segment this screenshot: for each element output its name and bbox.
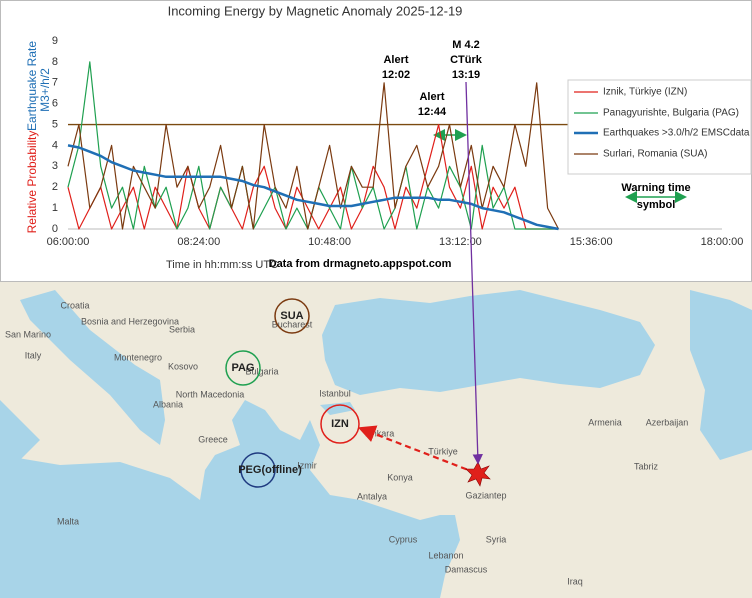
y-tick-label: 0 bbox=[52, 223, 58, 235]
station-circle bbox=[225, 350, 261, 386]
place-label: Konya bbox=[387, 472, 413, 482]
place-label: Serbia bbox=[169, 324, 195, 334]
x-tick-label: 18:00:00 bbox=[701, 236, 744, 248]
y-tick-label: 1 bbox=[52, 202, 58, 214]
place-label: Iraq bbox=[567, 576, 583, 586]
series-line bbox=[67, 124, 559, 230]
place-label: Bulgaria bbox=[245, 366, 278, 376]
x-axis-title: Time in hh:mm:ss UTC bbox=[166, 259, 278, 271]
annotation: Alert bbox=[383, 54, 408, 66]
annotation: 12:44 bbox=[418, 106, 447, 118]
black-sea bbox=[322, 290, 655, 395]
adriatic-sea bbox=[20, 290, 165, 445]
series-line bbox=[67, 82, 560, 230]
place-label: Antalya bbox=[357, 491, 387, 501]
legend-label: Panagyurishte, Bulgaria (PAG) bbox=[603, 108, 739, 119]
tyrrhenian-sea bbox=[0, 400, 40, 470]
y-tick-label: 7 bbox=[52, 77, 58, 89]
x-tick-label: 10:48:00 bbox=[308, 236, 351, 248]
place-label: Azerbaijan bbox=[646, 417, 689, 427]
station-label: PAG bbox=[231, 362, 254, 374]
place-label: Ankara bbox=[366, 428, 395, 438]
annotation: M 4.2 bbox=[452, 39, 480, 51]
y-tick-label: 9 bbox=[52, 35, 58, 47]
annotation: Warning time bbox=[621, 182, 690, 194]
place-label: Italy bbox=[25, 350, 42, 360]
place-label: Armenia bbox=[588, 417, 622, 427]
station-label: SUA bbox=[280, 310, 303, 322]
y-tick-label: 4 bbox=[52, 139, 58, 151]
chart: Incoming Energy by Magnetic Anomaly 2025… bbox=[25, 3, 752, 271]
x-tick-label: 15:36:00 bbox=[570, 236, 613, 248]
marmara-sea bbox=[320, 402, 355, 415]
event-arrow bbox=[465, 81, 483, 465]
place-label: Bucharest bbox=[272, 319, 313, 329]
place-label: Kosovo bbox=[168, 361, 198, 371]
place-label: Bosnia and Herzegovina bbox=[81, 316, 179, 326]
y-axis-title: Earthquake Rate bbox=[25, 41, 39, 131]
caspian-sea bbox=[690, 290, 752, 460]
annotation: Alert bbox=[419, 91, 444, 103]
place-label: Greece bbox=[198, 434, 228, 444]
y-tick-label: 2 bbox=[52, 181, 58, 193]
epicenter-star bbox=[465, 461, 491, 487]
source-note: Data from drmagneto.appspot.com bbox=[269, 258, 452, 270]
place-label: Istanbul bbox=[319, 388, 351, 398]
place-label: Croatia bbox=[60, 300, 89, 310]
mediterranean-sea bbox=[0, 400, 460, 598]
place-label: Malta bbox=[57, 516, 79, 526]
station-label: PEG(offline) bbox=[238, 464, 302, 476]
x-tick-label: 06:00:00 bbox=[47, 236, 90, 248]
y-tick-label: 5 bbox=[52, 118, 58, 130]
station-circle bbox=[274, 298, 310, 334]
y-tick-label: 8 bbox=[52, 56, 58, 68]
place-label: Türkiye bbox=[428, 446, 458, 456]
annotation: CTürk bbox=[450, 54, 483, 66]
x-tick-label: 13:12:00 bbox=[439, 236, 482, 248]
y-axis-title: M3+/h/2 bbox=[38, 68, 52, 112]
legend-box bbox=[567, 79, 752, 175]
place-label: Cyprus bbox=[389, 534, 418, 544]
station-label: IZN bbox=[331, 418, 349, 430]
direction-arrow bbox=[357, 425, 477, 475]
legend-label: Surlari, Romania (SUA) bbox=[603, 149, 707, 160]
annotation: symbol bbox=[637, 199, 676, 211]
place-label: Izmir bbox=[297, 460, 317, 470]
station-circle bbox=[240, 452, 276, 488]
y-tick-label: 3 bbox=[52, 160, 58, 172]
station-circle bbox=[320, 404, 360, 444]
place-label: Montenegro bbox=[114, 352, 162, 362]
place-label: Lebanon bbox=[428, 550, 463, 560]
place-label: Gaziantep bbox=[465, 490, 506, 500]
series-line bbox=[67, 144, 559, 231]
place-label: Albania bbox=[153, 399, 183, 409]
legend-label: Earthquakes >3.0/h/2 EMSCdata bbox=[603, 128, 750, 139]
y-tick-label: 6 bbox=[52, 98, 58, 110]
x-tick-label: 08:24:00 bbox=[177, 236, 220, 248]
place-label: San Marino bbox=[5, 329, 51, 339]
legend-label: Iznik, Türkiye (IZN) bbox=[603, 87, 687, 98]
annotation: 13:19 bbox=[452, 69, 480, 81]
y-axis-title: Relative Probability bbox=[25, 131, 39, 234]
annotation: 12:02 bbox=[382, 69, 410, 81]
place-label: Damascus bbox=[445, 564, 488, 574]
place-label: Syria bbox=[486, 534, 507, 544]
place-label: North Macedonia bbox=[176, 389, 245, 399]
chart-title: Incoming Energy by Magnetic Anomaly 2025… bbox=[168, 3, 463, 18]
place-label: Tabriz bbox=[634, 461, 659, 471]
